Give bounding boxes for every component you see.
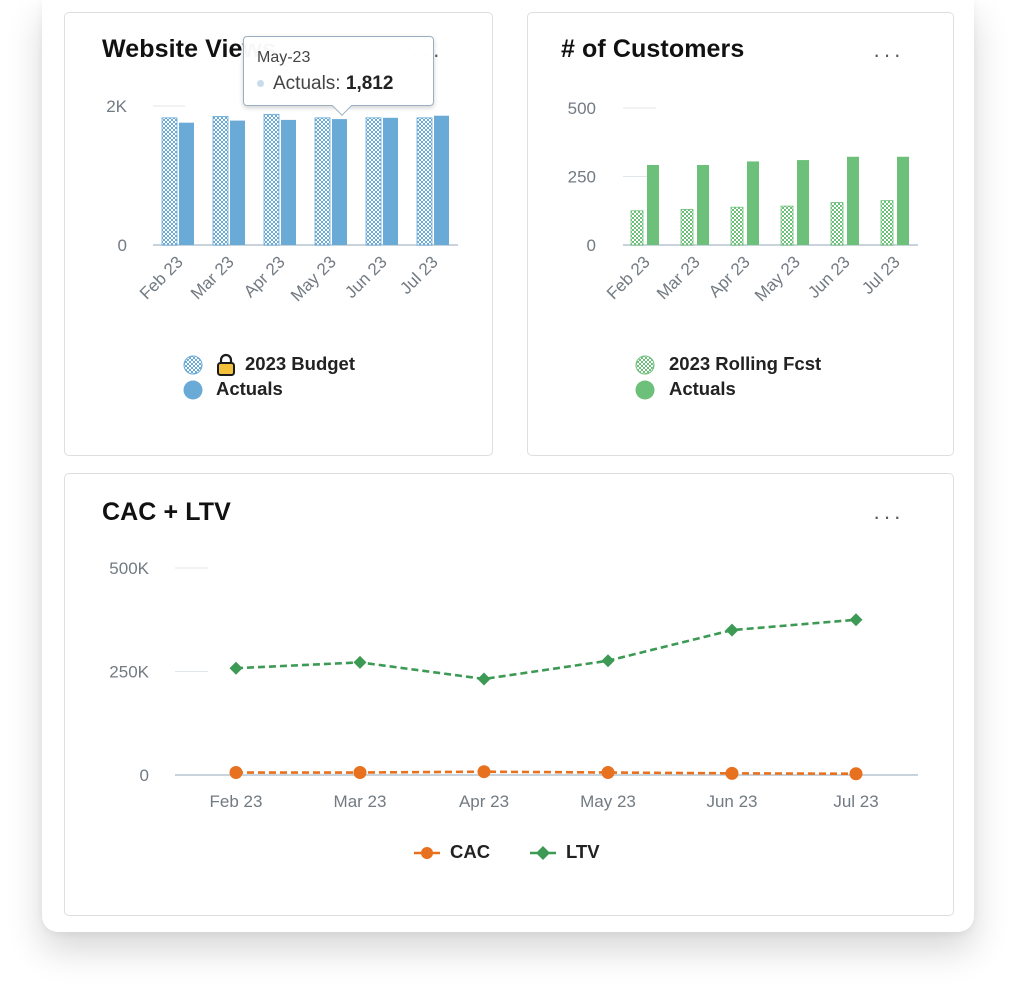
- tooltip-row: Actuals: 1,812: [257, 73, 393, 95]
- legend-label: Actuals: [216, 378, 283, 399]
- chart-tooltip: May-23 Actuals: 1,812: [243, 36, 434, 116]
- x-tick-label: Jul 23: [833, 792, 878, 811]
- bar-actuals: [383, 117, 398, 245]
- bar-actuals: [647, 164, 659, 245]
- bar-2023-rolling-fcst: [680, 208, 694, 246]
- tooltip-series-label: Actuals:: [273, 73, 341, 94]
- bar-actuals: [332, 119, 347, 245]
- x-tick-label: Mar 23: [334, 792, 387, 811]
- bar-actuals: [697, 164, 709, 245]
- bar-2023-budget: [212, 116, 229, 246]
- x-tick-label: May 23: [751, 252, 804, 305]
- legend-label: 2023 Rolling Fcst: [669, 353, 822, 374]
- bar-actuals: [847, 156, 859, 245]
- x-tick-label: Feb 23: [603, 252, 654, 303]
- checkered-swatch-icon: [635, 355, 655, 375]
- legend-label: CAC: [450, 841, 491, 862]
- bar-actuals: [747, 161, 759, 245]
- y-tick-label: 0: [140, 766, 149, 785]
- y-tick-label: 500: [568, 99, 596, 118]
- marker-cac: [849, 767, 863, 781]
- bar-actuals: [230, 120, 245, 245]
- y-tick-label: 0: [118, 236, 127, 255]
- diamond-marker-line-icon: [530, 846, 556, 860]
- x-tick-label: Mar 23: [187, 252, 238, 303]
- bar-2023-rolling-fcst: [830, 202, 844, 246]
- cac-ltv-chart: 0 250K 500K Feb 23 Mar 23 Apr 23 May 23 Jun 23 J…: [109, 559, 918, 811]
- y-tick-label: 250K: [109, 663, 149, 682]
- legend-label: 2023 Budget: [245, 353, 356, 374]
- series-dot-icon: [257, 80, 264, 88]
- lock-icon: [217, 353, 235, 376]
- marker-ltv: [477, 672, 491, 686]
- marker-cac: [353, 766, 367, 780]
- legend-label: Actuals: [669, 378, 736, 399]
- card-title: # of Customers: [561, 35, 745, 63]
- x-tick-label: Apr 23: [240, 252, 289, 301]
- x-tick-label: Apr 23: [705, 252, 754, 301]
- series-line-cac: [236, 770, 857, 776]
- card-title: CAC + LTV: [102, 498, 231, 526]
- x-tick-label: Apr 23: [459, 792, 509, 811]
- x-tick-label: May 23: [580, 792, 636, 811]
- cac-ltv-card: CAC + LTV ··· 0 250K 500K Feb 23 Mar 23 Apr 2…: [64, 473, 954, 916]
- x-tick-label: May 23: [287, 252, 340, 305]
- marker-cac: [601, 766, 615, 780]
- bar-2023-rolling-fcst: [780, 205, 794, 246]
- x-tick-label: Jun 23: [341, 252, 391, 302]
- circle-swatch-icon: [183, 380, 203, 400]
- marker-ltv: [229, 661, 243, 675]
- bar-actuals: [434, 115, 449, 245]
- marker-cac: [477, 765, 491, 779]
- marker-cac: [229, 766, 243, 780]
- y-tick-label: 0: [587, 236, 596, 255]
- bar-actuals: [281, 119, 296, 245]
- bar-2023-rolling-fcst: [730, 206, 744, 246]
- bar-actuals: [897, 156, 909, 245]
- x-tick-label: Mar 23: [653, 252, 704, 303]
- bar-2023-budget: [365, 117, 382, 246]
- y-tick-label: 250: [568, 168, 596, 187]
- x-tick-label: Jun 23: [804, 252, 854, 302]
- bar-2023-rolling-fcst: [630, 210, 644, 246]
- bar-2023-budget: [263, 113, 280, 246]
- bar-2023-rolling-fcst: [880, 200, 894, 246]
- legend-label: LTV: [566, 841, 600, 862]
- checkered-swatch-icon: [183, 355, 203, 375]
- bar-actuals: [797, 160, 809, 245]
- bar-2023-budget: [161, 117, 178, 246]
- marker-cac: [725, 766, 739, 780]
- tooltip-date: May-23: [257, 49, 311, 66]
- marker-ltv: [725, 623, 739, 637]
- marker-ltv: [601, 654, 615, 668]
- x-tick-label: Jun 23: [706, 792, 757, 811]
- y-tick-label: 2K: [106, 97, 127, 116]
- circle-marker-line-icon: [414, 847, 440, 859]
- marker-ltv: [849, 613, 863, 627]
- series-line-ltv: [235, 618, 857, 681]
- x-tick-label: Jul 23: [858, 252, 904, 298]
- bar-2023-budget: [314, 117, 331, 246]
- customers-card: # of Customers ··· 0 250 500 Feb 23 Mar 23 Ap…: [527, 12, 954, 456]
- circle-swatch-icon: [635, 380, 655, 400]
- bar-actuals: [179, 122, 194, 245]
- x-tick-label: Feb 23: [136, 252, 187, 303]
- tooltip-value: 1,812: [345, 73, 394, 94]
- x-tick-label: Feb 23: [210, 792, 263, 811]
- marker-ltv: [353, 655, 367, 669]
- y-tick-label: 500K: [109, 559, 149, 578]
- bar-2023-budget: [416, 117, 433, 246]
- x-tick-label: Jul 23: [396, 252, 442, 298]
